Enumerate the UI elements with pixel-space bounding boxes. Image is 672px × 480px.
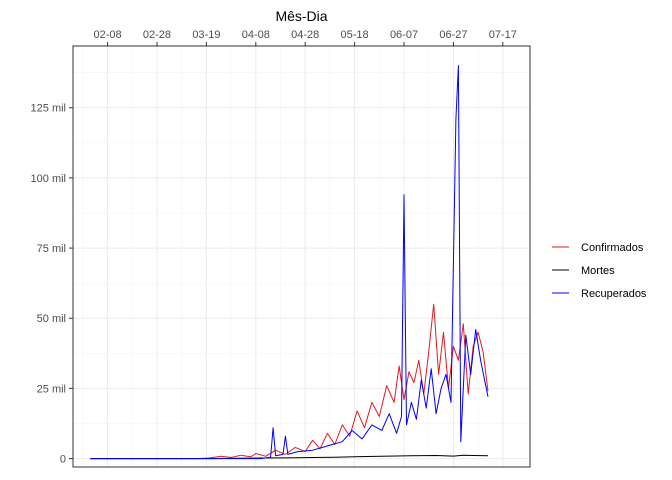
series-layer (90, 65, 489, 460)
legend-label: Confirmados (581, 242, 644, 254)
legend: Confirmados Mortes Recuperados (552, 242, 647, 300)
x-tick-label: 02-28 (143, 29, 171, 41)
y-tick-label: 0 (60, 454, 66, 466)
x-tick-label: 07-17 (489, 29, 517, 41)
y-tick-label: 75 mil (37, 243, 66, 255)
series-line-confirmados (90, 303, 489, 460)
legend-label: Mortes (581, 265, 615, 277)
x-tick-label: 05-18 (341, 29, 369, 41)
y-tick-label: 25 mil (37, 383, 66, 395)
x-tick-label: 06-07 (390, 29, 418, 41)
x-tick-label: 06-27 (439, 29, 467, 41)
y-axis-ticks: 0 25 mil 50 mil 75 mil 100 mil 125 mil (31, 103, 73, 466)
x-axis-ticks: 02-08 02-28 03-19 04-08 04-28 05-18 06-07 06-27… (94, 29, 517, 46)
x-tick-label: 04-08 (242, 29, 270, 41)
series-line-recuperados (90, 65, 489, 460)
x-tick-label: 03-19 (192, 29, 220, 41)
y-tick-label: 50 mil (37, 313, 66, 325)
x-axis-title: Mês-Dia (275, 8, 327, 24)
y-tick-label: 125 mil (31, 103, 66, 115)
panel-border (72, 45, 531, 468)
x-tick-label: 04-28 (291, 29, 319, 41)
x-tick-label: 02-08 (94, 29, 122, 41)
legend-label: Recuperados (581, 288, 647, 300)
y-tick-label: 100 mil (31, 173, 66, 185)
